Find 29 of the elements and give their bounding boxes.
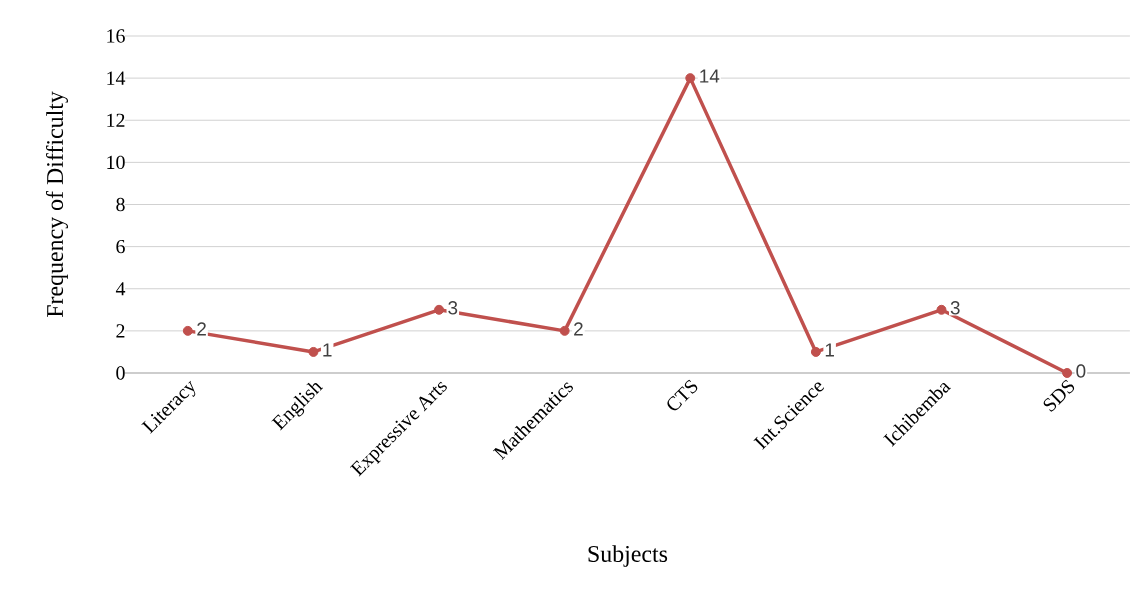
point <box>434 304 445 315</box>
point <box>559 325 570 336</box>
y-tick-label: 4 <box>115 282 126 296</box>
y-tick-label: 12 <box>107 113 125 127</box>
y-axis-title: Frequency of Difficulty <box>46 91 68 318</box>
data-label: 3 <box>448 301 458 315</box>
point <box>1062 368 1073 378</box>
y-tick-label: 0 <box>116 366 125 380</box>
point <box>685 73 696 84</box>
y-tick-label: 14 <box>107 71 126 85</box>
point <box>936 304 947 315</box>
point <box>308 346 319 357</box>
y-tick-label: 8 <box>116 197 125 212</box>
data-label: 1 <box>323 343 332 357</box>
x-axis-title: Subjects <box>588 545 668 567</box>
data-label: 1 <box>825 343 834 357</box>
y-tick-label: 10 <box>107 155 125 170</box>
point <box>182 325 193 336</box>
data-label: 3 <box>950 301 960 315</box>
y-tick-label: 16 <box>107 29 125 43</box>
data-label: 14 <box>700 69 720 83</box>
data-label: 2 <box>574 322 583 336</box>
x-tick-label: CTS <box>667 379 698 411</box>
x-tick-label: SDS <box>1043 379 1075 412</box>
data-label: 0 <box>1076 364 1086 378</box>
y-tick-label: 2 <box>116 324 125 338</box>
y-tick-label: 6 <box>116 239 125 254</box>
data-label: 2 <box>197 322 206 336</box>
point <box>810 346 821 357</box>
